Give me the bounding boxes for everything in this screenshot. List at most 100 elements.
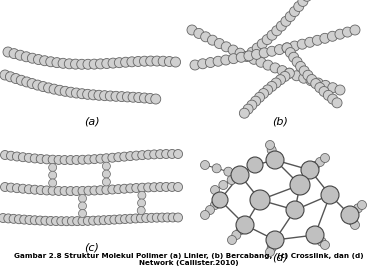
Circle shape	[105, 91, 115, 101]
Circle shape	[357, 201, 366, 210]
Circle shape	[244, 51, 254, 61]
Circle shape	[83, 89, 93, 99]
Circle shape	[139, 56, 149, 66]
Circle shape	[35, 216, 44, 225]
Circle shape	[272, 26, 282, 36]
Circle shape	[62, 217, 71, 226]
Circle shape	[3, 47, 13, 57]
Circle shape	[319, 87, 329, 96]
Circle shape	[158, 213, 167, 222]
Circle shape	[164, 57, 175, 66]
Circle shape	[89, 216, 98, 225]
Circle shape	[298, 0, 308, 6]
Circle shape	[64, 59, 74, 69]
Circle shape	[341, 206, 359, 224]
Circle shape	[94, 90, 104, 100]
Circle shape	[103, 170, 110, 178]
Circle shape	[320, 80, 331, 90]
Circle shape	[350, 25, 360, 35]
Circle shape	[277, 66, 287, 76]
Circle shape	[271, 78, 281, 88]
Circle shape	[173, 150, 182, 159]
Circle shape	[14, 215, 23, 224]
Circle shape	[60, 86, 70, 96]
Circle shape	[78, 186, 87, 195]
Circle shape	[77, 59, 87, 69]
Circle shape	[108, 58, 118, 68]
Circle shape	[70, 59, 81, 69]
Circle shape	[316, 158, 325, 167]
Circle shape	[150, 183, 159, 192]
Circle shape	[73, 217, 82, 226]
Circle shape	[301, 161, 319, 179]
Circle shape	[299, 66, 309, 76]
Circle shape	[15, 50, 25, 60]
Circle shape	[21, 52, 31, 62]
Circle shape	[259, 48, 269, 58]
Circle shape	[104, 215, 113, 225]
Circle shape	[99, 216, 108, 225]
Circle shape	[221, 42, 231, 52]
Circle shape	[77, 89, 87, 99]
Circle shape	[102, 58, 112, 69]
Circle shape	[102, 185, 111, 194]
Circle shape	[16, 75, 26, 85]
Circle shape	[84, 186, 93, 195]
Circle shape	[123, 92, 132, 102]
Circle shape	[110, 215, 119, 224]
Circle shape	[136, 214, 146, 223]
Circle shape	[168, 182, 176, 191]
Circle shape	[190, 60, 200, 70]
Circle shape	[60, 187, 69, 195]
Circle shape	[30, 216, 39, 225]
Circle shape	[108, 185, 117, 194]
Circle shape	[335, 29, 345, 39]
Circle shape	[66, 187, 75, 195]
Circle shape	[83, 59, 93, 69]
Circle shape	[332, 98, 342, 108]
Circle shape	[131, 214, 140, 223]
Circle shape	[328, 83, 338, 93]
Circle shape	[239, 108, 249, 118]
Circle shape	[78, 210, 86, 218]
Text: (c): (c)	[84, 243, 100, 253]
Circle shape	[299, 73, 309, 83]
Circle shape	[66, 87, 76, 97]
Circle shape	[162, 182, 171, 191]
Circle shape	[347, 214, 356, 223]
Circle shape	[94, 216, 103, 225]
Circle shape	[12, 152, 21, 161]
Circle shape	[280, 72, 290, 81]
Circle shape	[132, 183, 141, 193]
Circle shape	[38, 81, 48, 92]
Circle shape	[252, 43, 262, 53]
Circle shape	[321, 186, 339, 204]
Circle shape	[42, 155, 51, 164]
Circle shape	[242, 51, 252, 61]
Circle shape	[108, 153, 117, 162]
Circle shape	[267, 30, 277, 40]
Circle shape	[247, 47, 257, 57]
Circle shape	[274, 45, 285, 54]
Circle shape	[44, 83, 54, 93]
Circle shape	[134, 93, 144, 103]
Circle shape	[259, 89, 268, 99]
Circle shape	[227, 175, 236, 184]
Text: (b): (b)	[272, 117, 288, 127]
Circle shape	[294, 2, 304, 11]
Circle shape	[67, 217, 77, 226]
Circle shape	[262, 35, 272, 45]
Circle shape	[219, 180, 228, 190]
Circle shape	[58, 58, 68, 68]
Circle shape	[320, 33, 330, 43]
Circle shape	[349, 207, 359, 216]
Circle shape	[120, 152, 129, 161]
Circle shape	[40, 56, 50, 66]
Circle shape	[111, 91, 121, 101]
Circle shape	[114, 153, 123, 162]
Circle shape	[335, 85, 345, 95]
Circle shape	[78, 217, 87, 226]
Circle shape	[71, 88, 81, 98]
Circle shape	[221, 55, 231, 65]
Circle shape	[152, 213, 161, 222]
